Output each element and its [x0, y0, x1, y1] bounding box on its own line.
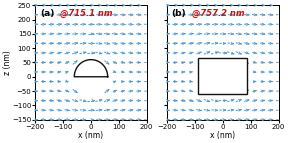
Text: (b): (b)	[172, 9, 186, 18]
Bar	[198, 58, 247, 94]
X-axis label: x (nm): x (nm)	[210, 131, 235, 140]
Y-axis label: z (nm): z (nm)	[3, 50, 12, 75]
X-axis label: x (nm): x (nm)	[78, 131, 104, 140]
Text: (a): (a)	[40, 9, 54, 18]
Text: @715.1 nm: @715.1 nm	[60, 9, 112, 18]
Text: @757.2 nm: @757.2 nm	[192, 9, 244, 18]
